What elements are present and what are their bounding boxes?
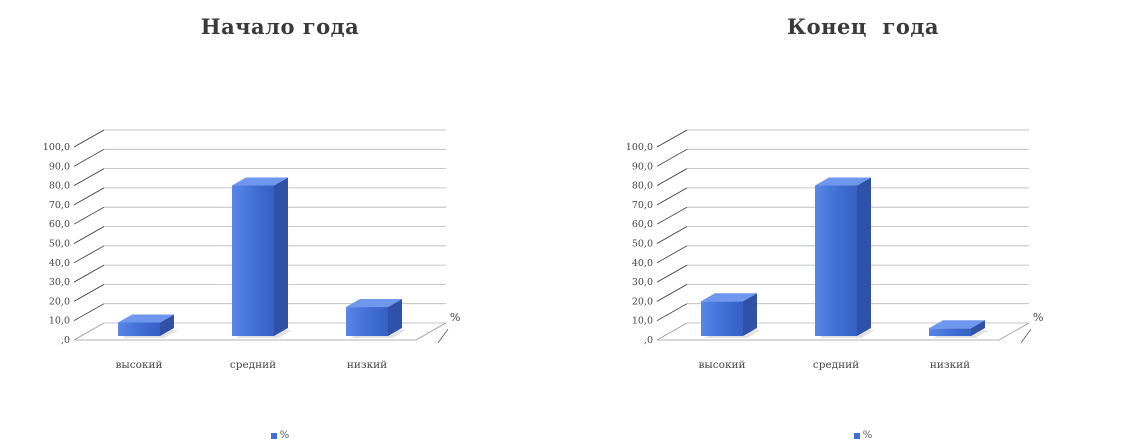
- floor-side-edge: [998, 322, 1030, 341]
- y-tick-label: 60,0: [49, 219, 70, 230]
- y-tick-label: 80,0: [632, 181, 653, 192]
- gridline-side: [73, 284, 105, 302]
- gridline-side: [73, 226, 105, 244]
- y-tick-label: 90,0: [49, 161, 70, 172]
- bar-side: [274, 177, 288, 336]
- bar-1: [815, 177, 875, 338]
- y-tick-label: 20,0: [49, 296, 70, 307]
- gridline-side: [656, 303, 688, 322]
- bar-top: [232, 177, 288, 186]
- chart-title: Конец года: [787, 14, 939, 39]
- bar-front: [701, 301, 743, 336]
- legend: %: [0, 430, 560, 441]
- x-tick-label: средний: [813, 359, 859, 371]
- y-tick-label: 40,0: [632, 258, 653, 269]
- x-tick-label: низкий: [347, 359, 387, 371]
- y-tick-label: 30,0: [632, 277, 653, 288]
- bar-0: [701, 293, 761, 338]
- gridline-side: [73, 129, 105, 148]
- bar-2: [346, 299, 406, 338]
- bar-top: [118, 314, 174, 323]
- gridline-side: [656, 226, 688, 244]
- y-tick-label: 90,0: [632, 161, 653, 172]
- bar-top: [929, 320, 985, 329]
- x-tick-label: высокий: [698, 359, 745, 371]
- legend-label: %: [279, 430, 290, 441]
- bar-top: [346, 299, 402, 308]
- gridline-side: [73, 168, 105, 186]
- bar-top: [701, 293, 757, 302]
- x-tick-label: средний: [230, 359, 276, 371]
- y-tick-label: 10,0: [632, 316, 653, 327]
- y-tick-label: 70,0: [49, 200, 70, 211]
- y-tick-label: 30,0: [49, 277, 70, 288]
- gridline-side: [656, 129, 688, 148]
- y-tick-label: 20,0: [632, 296, 653, 307]
- depth-axis-tick: [437, 328, 449, 344]
- gridline-side: [656, 148, 688, 167]
- bar-side: [160, 314, 174, 336]
- bar-side: [971, 320, 985, 336]
- bar-side: [388, 299, 402, 336]
- bar-2: [929, 320, 989, 338]
- gridline-side: [656, 187, 688, 206]
- y-tick-label: 100,0: [43, 142, 70, 153]
- x-tick-label: низкий: [930, 359, 970, 371]
- bar-front: [118, 322, 160, 336]
- gridline-side: [656, 206, 688, 225]
- y-tick-label: 80,0: [49, 181, 70, 192]
- gridline-side: [73, 187, 105, 206]
- gridline-side: [656, 264, 688, 283]
- legend: %: [583, 430, 1143, 441]
- bar-1: [232, 177, 292, 338]
- depth-axis-label: %: [450, 311, 460, 324]
- legend-swatch: [853, 432, 860, 439]
- gridline-side: [656, 168, 688, 186]
- bar-side: [743, 293, 757, 336]
- y-tick-label: 50,0: [632, 239, 653, 250]
- bar-top: [815, 177, 871, 186]
- depth-axis-label: %: [1033, 311, 1043, 324]
- plot-area: 100,0 90,0 80,0 70,0 60,0 50,0 40,0 30,0 20,0 10,…: [626, 129, 1043, 371]
- gridline-side: [656, 322, 688, 341]
- y-tick-label: 10,0: [49, 316, 70, 327]
- chart-start-of-year: Начало года 100,0 90,0 80,0 70,0 60,0 50,0 40,…: [0, 0, 560, 446]
- gridline-side: [656, 284, 688, 302]
- gridline-side: [73, 245, 105, 264]
- plot-area: 100,0 90,0 80,0 70,0 60,0 50,0 40,0 30,0 20,0 10,…: [43, 129, 460, 371]
- y-tick-label: 50,0: [49, 239, 70, 250]
- depth-axis-tick: [1020, 328, 1032, 344]
- legend-swatch: [270, 432, 277, 439]
- bar-front: [929, 328, 971, 336]
- y-tick-label: 70,0: [632, 200, 653, 211]
- bar-front: [815, 185, 857, 336]
- gridline-side: [73, 206, 105, 225]
- gridline-side: [73, 322, 105, 341]
- gridline-side: [73, 148, 105, 167]
- gridline-side: [73, 303, 105, 322]
- chart-title: Начало года: [200, 14, 360, 39]
- y-tick-label: ,0: [644, 335, 653, 346]
- bar-0: [118, 314, 178, 338]
- y-tick-label: 100,0: [626, 142, 653, 153]
- gridline-side: [656, 245, 688, 264]
- bar-front: [232, 185, 274, 336]
- gridline-side: [73, 264, 105, 283]
- bar-side: [857, 177, 871, 336]
- bar-front: [346, 307, 388, 336]
- x-tick-label: высокий: [115, 359, 162, 371]
- y-tick-label: 60,0: [632, 219, 653, 230]
- legend-label: %: [862, 430, 873, 441]
- y-tick-label: ,0: [61, 335, 70, 346]
- y-tick-label: 40,0: [49, 258, 70, 269]
- chart-end-of-year: Конец года 100,0 90,0 80,0 70,0 60,0 50,0 40,0…: [583, 0, 1143, 446]
- floor-side-edge: [415, 322, 447, 341]
